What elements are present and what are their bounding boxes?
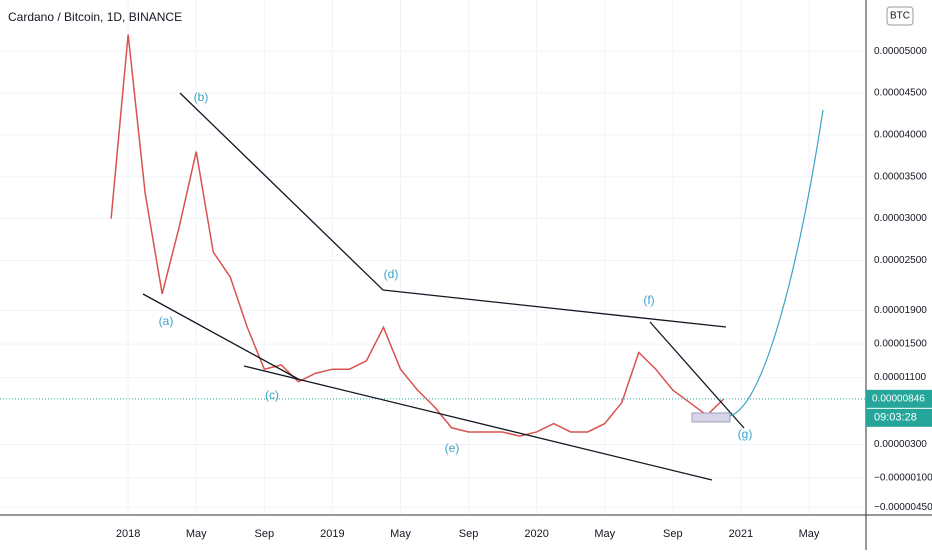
time-axis <box>0 515 932 550</box>
y-tick-label: 0.00001900 <box>874 305 927 316</box>
x-tick-label: 2019 <box>320 528 344 540</box>
plot <box>0 34 866 437</box>
y-tick-label: 0.00001100 <box>874 372 927 383</box>
wave-label: (a) <box>159 314 174 328</box>
currency-label: BTC <box>890 11 910 22</box>
trend-line <box>179 92 384 291</box>
x-tick-label: 2021 <box>729 528 753 540</box>
currency-badge[interactable] <box>886 6 914 26</box>
y-tick-label: 0.00003500 <box>874 171 927 182</box>
wave-label: (d) <box>384 267 399 281</box>
price-line <box>110 34 725 437</box>
y-tick-label: 0.00004500 <box>874 88 927 99</box>
y-tick-label: 0.00003000 <box>874 213 927 224</box>
drawings <box>142 92 824 481</box>
wave-label: (e) <box>445 441 460 455</box>
x-tick-label: Sep <box>255 528 275 540</box>
x-tick-label: May <box>186 528 207 540</box>
wave-label: (b) <box>194 90 209 104</box>
y-tick-label: 0.00004000 <box>874 129 927 140</box>
y-tick-label: 0.00002500 <box>874 255 927 266</box>
axes: 0.00005000 0.00004500 0.00004000 0.00003500… <box>116 46 932 540</box>
x-tick-label: 2018 <box>116 528 140 540</box>
countdown: 09:03:28 <box>874 412 917 424</box>
wave-label: (g) <box>738 427 753 441</box>
chart-title: Cardano / Bitcoin, 1D, BINANCE <box>8 10 182 24</box>
y-tick-label: 0.00005000 <box>874 46 927 57</box>
x-tick-label: May <box>390 528 411 540</box>
y-tick-label: −0.00000100 <box>874 473 932 484</box>
last-price-box <box>866 389 932 408</box>
projection-curve <box>729 109 824 417</box>
trend-line <box>243 365 713 481</box>
trend-line <box>649 321 745 429</box>
grid <box>0 0 866 515</box>
y-tick-label: 0.00000300 <box>874 439 927 450</box>
price-axis <box>866 0 932 550</box>
target-box <box>691 412 731 423</box>
trend-line <box>382 289 727 328</box>
x-tick-label: 2020 <box>524 528 548 540</box>
y-tick-label: 0.00001500 <box>874 339 927 350</box>
x-tick-label: May <box>799 528 820 540</box>
x-tick-label: Sep <box>459 528 479 540</box>
wave-label: (c) <box>265 388 279 402</box>
countdown-box <box>866 408 932 427</box>
x-tick-label: May <box>594 528 615 540</box>
x-tick-label: Sep <box>663 528 683 540</box>
last-price-label: 0.00000846 <box>872 393 925 404</box>
y-tick-label: −0.00000450 <box>874 502 932 513</box>
wave-label: (f) <box>643 293 654 307</box>
annotations: (a) (b) (c) (d) (e) (f) (g) <box>159 90 753 455</box>
trend-line <box>142 293 301 381</box>
